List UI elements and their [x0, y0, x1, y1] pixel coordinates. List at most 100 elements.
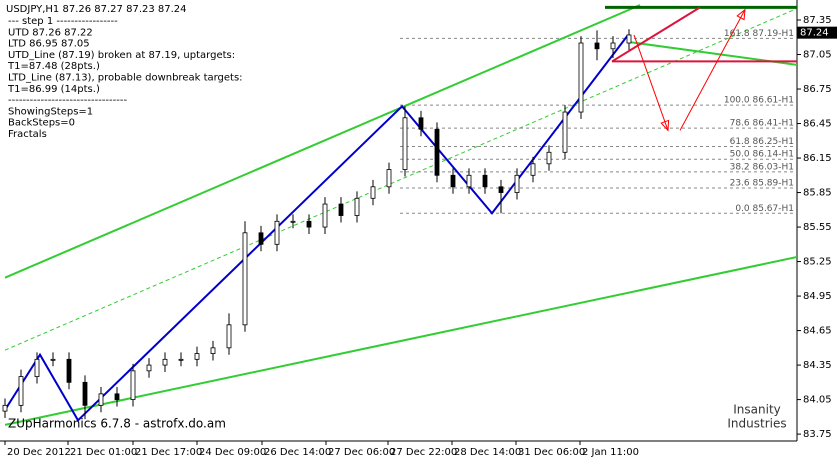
- candle-body: [66, 358, 72, 383]
- y-tick-label: 87.05: [803, 50, 832, 61]
- candle-body: [50, 358, 56, 361]
- arrow-head: [736, 8, 746, 21]
- candle-body: [418, 117, 424, 130]
- price-tag: 87.24: [800, 28, 829, 39]
- candle-body: [258, 232, 264, 245]
- candle-body: [114, 393, 120, 400]
- overlay-line: [4, 255, 797, 426]
- candle-body: [82, 381, 88, 406]
- candle-body: [178, 358, 184, 361]
- footer: ZUpHarmonics 6.7.8 - astrofx.do.am: [8, 417, 226, 431]
- price-tag-box: [797, 26, 837, 39]
- candle-body: [530, 163, 536, 176]
- candle-body: [354, 197, 360, 216]
- y-tick-label: 84.65: [803, 326, 832, 337]
- info-line: LTD 86.95 87.05: [8, 39, 90, 50]
- candle-body: [162, 358, 168, 366]
- candle-body: [434, 128, 440, 176]
- x-tick-label: 28 Dec 14:00: [454, 447, 521, 458]
- fib-label: 23.6 85.89-H1: [730, 178, 794, 188]
- info-line: ---------------------------------: [8, 95, 127, 106]
- overlay-line: [633, 34, 669, 131]
- candle-body: [34, 358, 40, 377]
- y-tick-label: 85.25: [803, 257, 832, 268]
- candle-body: [242, 232, 248, 326]
- logo: Industries: [727, 417, 786, 431]
- info-line: T1=87.48 (28pts.): [7, 61, 100, 72]
- overlay-line: [679, 9, 746, 131]
- fib-label: 78.6 86.41-H1: [730, 119, 794, 129]
- info-line: T1=86.99 (14pts.): [7, 84, 100, 95]
- fib-label: 100.0 86.61-H1: [724, 96, 794, 106]
- candle-body: [306, 220, 312, 228]
- y-tick-label: 85.85: [803, 188, 832, 199]
- candle-body: [194, 353, 200, 360]
- candle-body: [370, 186, 376, 199]
- candle-body: [322, 203, 328, 228]
- info-line: BackSteps=0: [8, 118, 75, 129]
- candle-body: [2, 404, 8, 412]
- info-line: --- step 1 -----------------: [8, 16, 118, 27]
- candle-body: [226, 324, 232, 349]
- fib-label: 38.2 86.03-H1: [730, 162, 794, 172]
- candle-body: [338, 203, 344, 216]
- overlay-line: [4, 4, 641, 279]
- candle-body: [498, 186, 504, 193]
- candle-body: [146, 364, 152, 372]
- candle-body: [466, 174, 472, 188]
- y-tick-label: 84.35: [803, 360, 832, 371]
- candle-body: [386, 169, 392, 188]
- fib-label: 61.8 86.25-H1: [730, 137, 794, 147]
- arrow-head: [660, 119, 670, 132]
- candle-body: [594, 42, 600, 50]
- x-tick-label: 26 Dec 14:00: [264, 447, 331, 458]
- candle-body: [626, 34, 632, 44]
- info-line: UTD_Line (87.19) broken at 87.19, uptarg…: [8, 50, 235, 61]
- candle-body: [210, 347, 216, 354]
- info-line: Fractals: [8, 129, 47, 140]
- y-tick-label: 84.05: [803, 395, 832, 406]
- info-line: LTD_Line (87.13), probable downbreak tar…: [8, 73, 243, 84]
- y-tick-label: 86.15: [803, 153, 832, 164]
- fib-label: 0.0 85.67-H1: [735, 204, 794, 214]
- candle-body: [450, 174, 456, 188]
- chart-title: USDJPY,H1 87.26 87.27 87.23 87.24: [6, 4, 187, 15]
- candle-body: [98, 393, 104, 406]
- fib-label: 161.8 87.19-H1: [724, 29, 794, 39]
- x-tick-label: 27 Dec 22:00: [390, 447, 457, 458]
- y-tick-label: 85.55: [803, 222, 832, 233]
- candle-body: [18, 376, 24, 406]
- x-tick-label: 2 Jan 11:00: [582, 447, 639, 458]
- candle-body: [514, 174, 520, 193]
- candle-body: [546, 151, 552, 165]
- y-tick-label: 86.75: [803, 84, 832, 95]
- candle-body: [130, 370, 136, 400]
- x-tick-label: 20 Dec 2012: [7, 447, 71, 458]
- candle-body: [290, 220, 296, 223]
- info-line: UTD 87.26 87.22: [8, 27, 93, 38]
- y-tick-label: 83.75: [803, 429, 832, 440]
- y-tick-label: 86.45: [803, 119, 832, 130]
- x-tick-label: 21 Dec 17:00: [135, 447, 202, 458]
- candle-body: [274, 220, 280, 245]
- overlay-line: [611, 6, 701, 63]
- y-tick-label: 84.95: [803, 291, 832, 302]
- x-tick-label: 27 Dec 06:00: [328, 447, 395, 458]
- x-tick-label: 21 Dec 01:00: [70, 447, 137, 458]
- info-line: ShowingSteps=1: [8, 106, 93, 117]
- x-tick-label: 31 Dec 06:00: [518, 447, 585, 458]
- plot: [2, 4, 797, 426]
- candle-body: [562, 111, 568, 153]
- candle-body: [578, 42, 584, 113]
- y-tick-label: 87.35: [803, 15, 832, 26]
- candle-body: [610, 42, 616, 50]
- fib-label: 50.0 86.14-H1: [730, 150, 794, 160]
- candle-body: [402, 117, 408, 170]
- candle-body: [482, 174, 488, 188]
- logo: Insanity: [733, 403, 781, 417]
- x-tick-label: 24 Dec 09:00: [199, 447, 266, 458]
- overlay-line: [4, 8, 797, 351]
